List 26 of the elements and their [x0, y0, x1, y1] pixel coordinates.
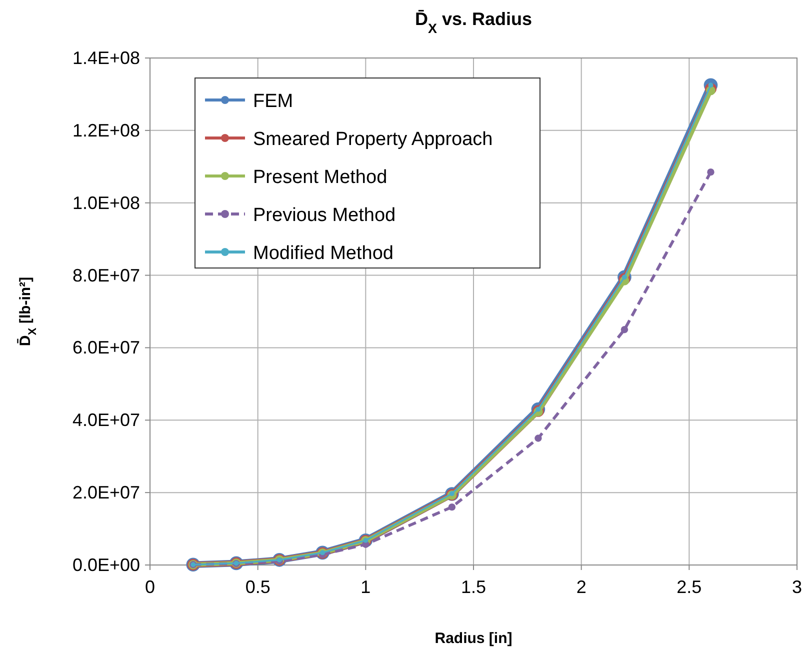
y-tick-label: 2.0E+07: [72, 482, 140, 503]
x-tick-label: 2.5: [676, 577, 702, 597]
x-tick-label: 0.5: [245, 577, 270, 597]
legend-label: Present Method: [253, 167, 388, 188]
x-tick-label: 2: [576, 577, 586, 597]
chart-title: D̄$_{X}$ vs. Radius: [414, 8, 532, 36]
x-tick-label: 1.5: [460, 577, 486, 597]
y-tick-label: 8.0E+07: [72, 265, 140, 286]
y-tick-label: 4.0E+07: [72, 410, 140, 430]
point: [448, 503, 456, 511]
legend-label: Previous Method: [253, 205, 396, 226]
point: [707, 168, 714, 176]
y-tick-label: 0.0E+00: [72, 555, 140, 575]
x-axis-title: Radius [in]: [434, 630, 512, 647]
y-tick-label: 1.2E+08: [72, 120, 140, 140]
legend-label: Modified Method: [253, 243, 394, 264]
legend-label: FEM: [253, 91, 294, 112]
y-tick-label: 1.4E+08: [72, 48, 140, 68]
x-tick-label: 1: [360, 577, 371, 597]
x-tick-label: 3: [792, 577, 802, 597]
point: [620, 326, 628, 334]
point: [534, 434, 542, 442]
y-tick-label: 6.0E+07: [72, 338, 140, 358]
y-tick-label: 1.0E+08: [72, 192, 140, 213]
legend-label: Smeared Property Approach: [253, 129, 493, 150]
x-tick-label: 0: [144, 577, 156, 597]
